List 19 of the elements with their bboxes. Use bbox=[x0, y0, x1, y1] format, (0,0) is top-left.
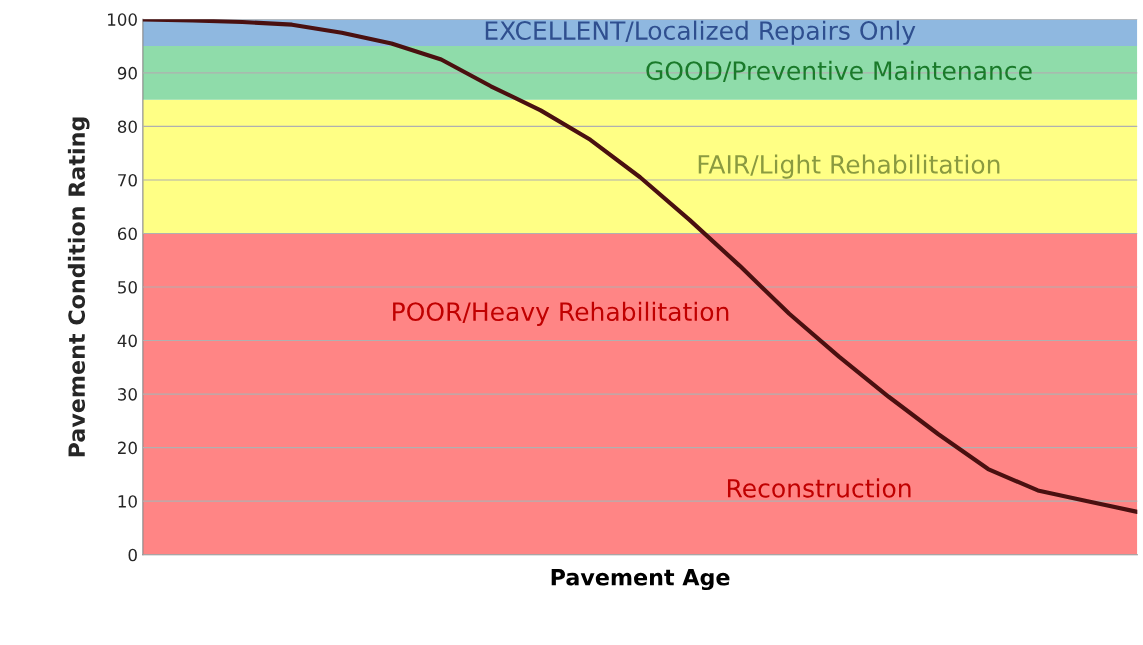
band-label: GOOD/Preventive Maintenance bbox=[646, 60, 1032, 83]
y-tick-label: 40 bbox=[117, 334, 137, 348]
y-tick-label: 90 bbox=[117, 66, 137, 80]
y-tick-label: 60 bbox=[117, 227, 137, 241]
x-axis-title: Pavement Age bbox=[551, 569, 730, 591]
y-axis-title: Pavement Condition Rating bbox=[67, 117, 90, 457]
y-tick-label: 30 bbox=[118, 388, 137, 401]
line-series bbox=[142, 19, 1138, 514]
band-label: POOR/Heavy Rehabilitation bbox=[393, 301, 729, 326]
band-label: EXCELLENT/Localized Repairs Only bbox=[485, 20, 916, 45]
y-tick-label: 10 bbox=[118, 495, 137, 508]
y-tick-label: 50 bbox=[118, 280, 137, 294]
y-tick-label: 100 bbox=[108, 13, 137, 26]
y-tick-label: 20 bbox=[118, 441, 137, 455]
y-tick-label: 80 bbox=[117, 120, 137, 133]
y-tick-label: 0 bbox=[128, 548, 137, 562]
band-label: FAIR/Light Rehabilitation bbox=[698, 154, 1000, 179]
y-tick-label: 70 bbox=[118, 173, 137, 187]
annotation: Reconstruction bbox=[727, 478, 911, 498]
